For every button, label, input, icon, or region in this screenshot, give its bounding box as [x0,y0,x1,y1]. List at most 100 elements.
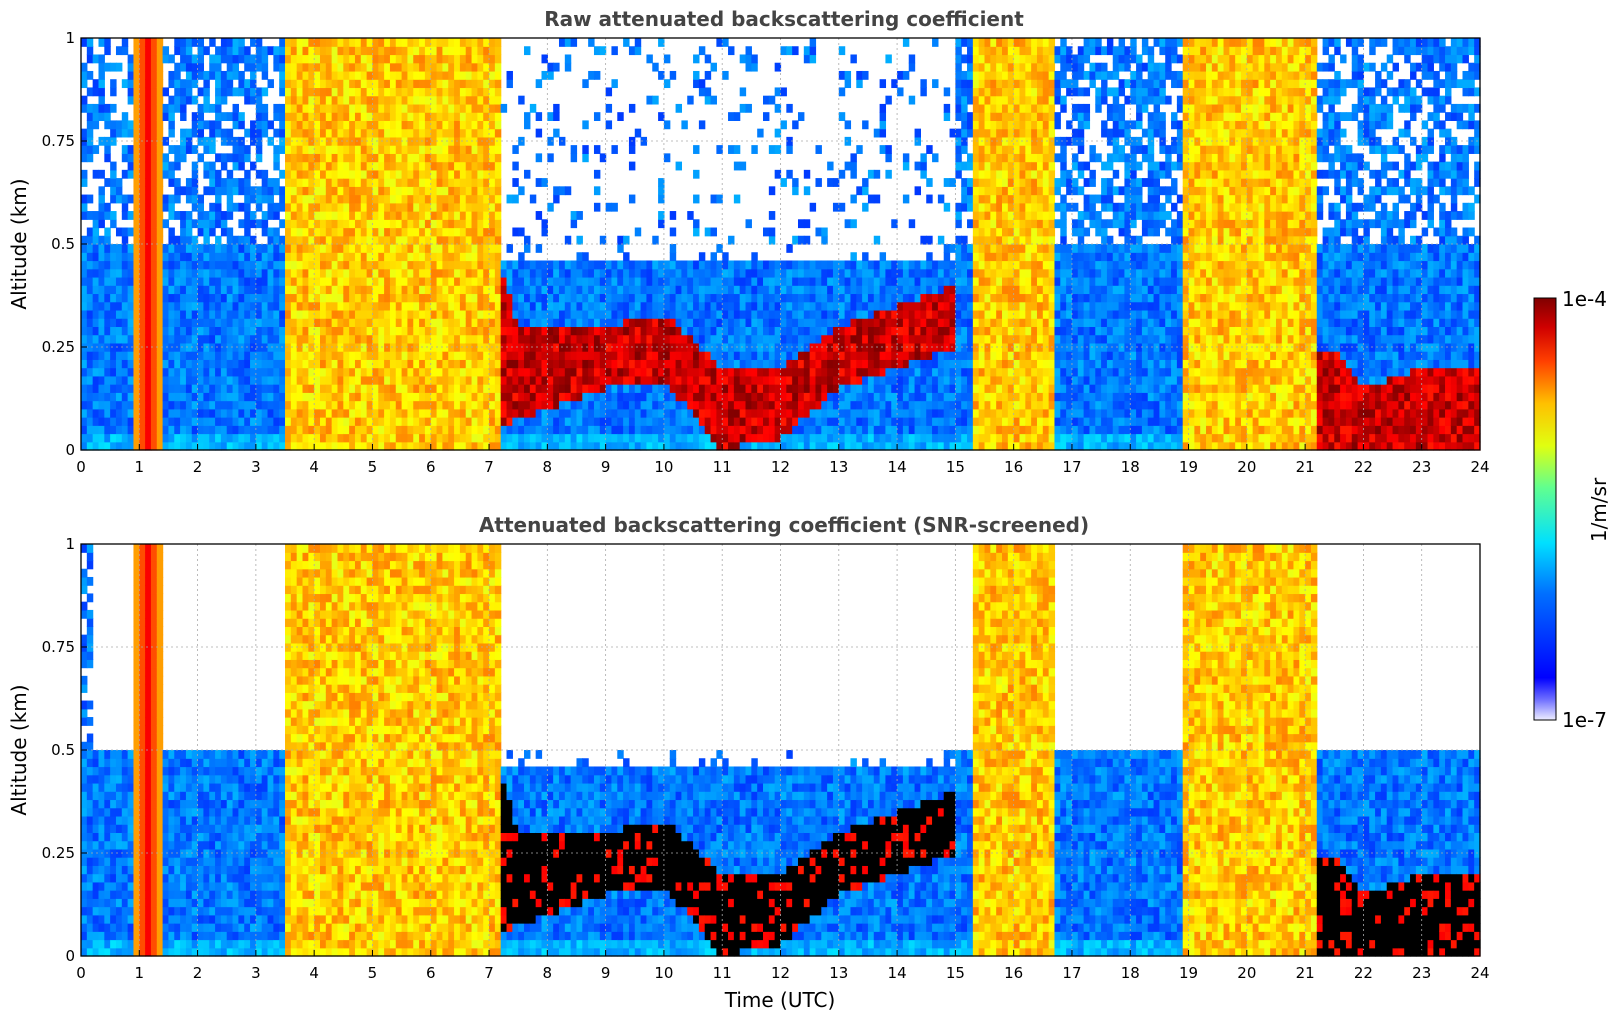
heatmap-cell [150,367,158,377]
heatmap-cell [716,392,723,402]
heatmap-cell [646,441,653,451]
heatmap-cell [506,392,513,402]
heatmap-cell [704,268,712,278]
heatmap-cell [454,178,461,187]
heatmap-cell [279,367,286,377]
heatmap-cell [360,46,368,56]
heatmap-cell [582,252,589,262]
heatmap-cell [279,79,286,89]
heatmap-cell [220,375,228,385]
heatmap-cell [448,425,455,435]
heatmap-cell [145,87,152,97]
heatmap-cell [378,441,385,451]
heatmap-cell [669,227,677,237]
heatmap-cell [401,260,409,270]
heatmap-cell [454,252,461,262]
heatmap-cell [558,260,566,270]
heatmap-cell [343,351,350,360]
heatmap-cell [81,79,88,89]
heatmap-cell [465,359,473,369]
heatmap-cell [780,293,787,303]
heatmap-cell [407,186,414,196]
heatmap-cell [290,301,298,311]
heatmap-cell [162,161,170,171]
heatmap-cell [145,268,152,278]
heatmap-cell [285,334,292,344]
heatmap-cell [763,309,770,319]
heatmap-cell [174,384,181,393]
heatmap-cell [209,70,216,80]
heatmap-cell [267,235,274,245]
heatmap-cell [483,178,490,187]
heatmap-cell [442,244,449,253]
heatmap-cell [459,309,467,319]
heatmap-cell [261,433,269,443]
heatmap-cell [378,186,385,196]
heatmap-cell [751,367,758,377]
heatmap-cell [290,79,298,89]
heatmap-cell [366,342,374,352]
heatmap-cell [827,161,834,171]
heatmap-cell [558,38,566,47]
heatmap-cell [261,54,269,64]
heatmap-cell [500,342,508,352]
heatmap-cell [652,301,659,311]
heatmap-cell [424,211,432,220]
heatmap-cell [226,46,234,56]
heatmap-cell [809,260,817,270]
heatmap-cell [203,46,210,56]
heatmap-cell [255,400,263,410]
heatmap-cell [838,408,846,418]
heatmap-cell [547,334,554,344]
heatmap-cell [442,318,449,327]
heatmap-cell [127,244,135,253]
heatmap-cell [156,260,164,270]
heatmap-cell [389,79,397,89]
heatmap-cell [156,441,164,451]
heatmap-cell [663,153,671,163]
heatmap-cell [704,375,712,385]
heatmap-cell [786,309,793,319]
heatmap-cell [366,186,374,196]
heatmap-cell [337,186,344,196]
heatmap-cell [494,186,502,196]
heatmap-cell [529,433,537,443]
heatmap-cell [576,400,583,410]
heatmap-cell [209,351,216,360]
heatmap-cell [803,318,811,327]
heatmap-cell [733,276,741,286]
heatmap-cell [139,375,146,385]
heatmap-cell [483,367,490,377]
heatmap-cell [115,334,123,344]
heatmap-cell [81,318,88,327]
heatmap-cell [86,441,94,451]
heatmap-cell [821,227,828,237]
heatmap-cell [483,285,490,295]
heatmap-cell [337,120,344,130]
heatmap-cell [815,367,822,377]
heatmap-cell [250,334,257,344]
heatmap-cell [395,235,403,245]
heatmap-cell [465,285,473,295]
heatmap-cell [244,285,251,295]
heatmap-cell [145,54,152,64]
heatmap-cell [815,178,822,187]
heatmap-cell [419,334,426,344]
heatmap-cell [733,112,741,121]
heatmap-cell [669,375,677,385]
heatmap-cell [302,441,309,451]
heatmap-cell [576,425,583,435]
heatmap-cell [133,46,140,56]
heatmap-cell [424,227,432,237]
heatmap-cell [267,268,274,278]
heatmap-cell [290,161,298,171]
heatmap-cell [261,46,269,56]
heatmap-cell [553,309,560,319]
heatmap-cell [209,38,216,47]
heatmap-cell [308,145,315,154]
heatmap-cell [448,384,455,393]
heatmap-cell [343,309,350,319]
heatmap-cell [728,359,735,369]
heatmap-cell [524,169,531,179]
